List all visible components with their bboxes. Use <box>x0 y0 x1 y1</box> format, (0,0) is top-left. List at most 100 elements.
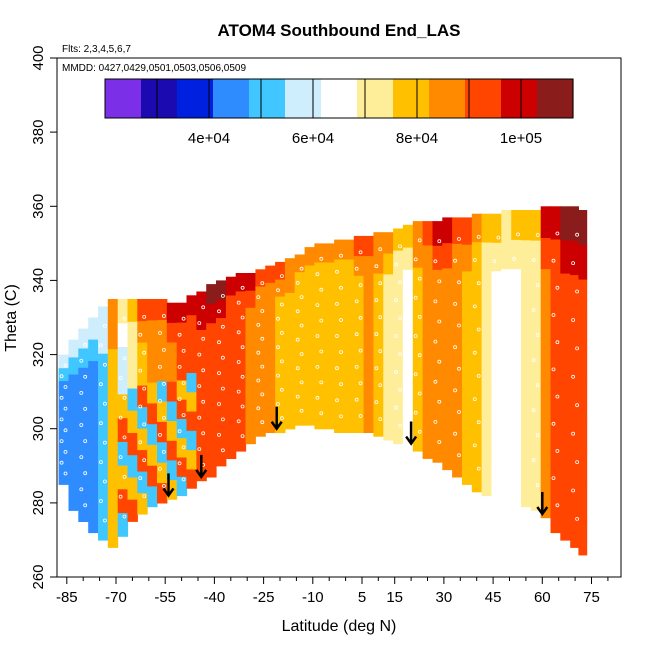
heatmap-cell <box>245 392 256 411</box>
sample-marker <box>220 293 225 298</box>
sample-marker <box>575 403 579 408</box>
heatmap-cell <box>294 271 306 290</box>
sample-marker <box>256 378 261 383</box>
colorbar-swatch <box>429 79 466 118</box>
heatmap-cell <box>166 361 178 382</box>
heatmap-cell <box>216 354 227 374</box>
heatmap-cell <box>481 467 492 497</box>
sample-marker <box>295 394 300 399</box>
heatmap-cell <box>225 440 237 459</box>
sample-marker <box>220 355 225 360</box>
heatmap-cell <box>481 298 492 327</box>
y-tick-label: 320 <box>30 342 47 367</box>
sample-marker <box>295 309 300 314</box>
tropopause-arrows <box>162 406 549 517</box>
heatmap-cell <box>560 206 571 241</box>
heatmap-cell <box>422 363 433 388</box>
sample-marker <box>142 314 147 319</box>
sample-marker <box>276 345 280 350</box>
heatmap-cell <box>511 473 522 504</box>
heatmap-cell <box>550 402 561 436</box>
heatmap-cell <box>196 291 207 311</box>
heatmap-cell <box>343 239 355 260</box>
sample-marker <box>496 378 501 383</box>
heatmap-cell <box>68 373 79 392</box>
arrow-head <box>405 435 418 446</box>
heatmap-cell <box>304 247 315 266</box>
sample-marker <box>575 460 579 465</box>
sample-marker <box>394 334 399 338</box>
heatmap-cell <box>294 390 306 409</box>
sample-marker <box>516 427 520 432</box>
heatmap-cell <box>412 221 424 245</box>
heatmap-cell <box>511 210 522 240</box>
y-tick-label: 300 <box>30 416 47 441</box>
colorbar-tick-label: 8e+04 <box>396 130 438 147</box>
heatmap-cell <box>127 387 138 411</box>
sample-marker <box>122 395 127 400</box>
heatmap-cell <box>393 250 404 273</box>
heatmap-cell <box>353 314 365 335</box>
heatmap-cell <box>275 330 286 348</box>
heatmap-cell <box>127 321 138 344</box>
sample-marker <box>575 346 579 351</box>
heatmap-cell <box>157 400 168 422</box>
heatmap-cell <box>245 358 256 376</box>
heatmap-cell <box>147 382 158 404</box>
sample-marker <box>59 395 64 400</box>
heatmap-cell <box>481 354 492 384</box>
heatmap-cell <box>186 410 197 431</box>
heatmap-cell <box>265 315 276 333</box>
heatmap-cell <box>402 336 414 359</box>
heatmap-cell <box>78 502 89 522</box>
heatmap-cell <box>304 336 315 355</box>
sample-marker <box>118 415 123 420</box>
sample-marker <box>531 308 536 313</box>
heatmap-cell <box>314 410 325 430</box>
colorbar-swatch <box>465 79 502 118</box>
sample-marker <box>138 476 143 481</box>
sample-markers <box>59 231 579 523</box>
heatmap-cell <box>560 373 571 408</box>
sample-marker <box>181 348 186 353</box>
sample-marker <box>492 354 497 359</box>
heatmap-cell <box>324 391 335 411</box>
sample-marker <box>555 340 560 345</box>
sample-marker <box>512 305 516 310</box>
heatmap-cell <box>117 370 129 395</box>
sample-marker <box>201 305 206 310</box>
heatmap-cell <box>166 381 178 402</box>
heatmap-cell <box>343 393 355 414</box>
sample-marker <box>433 299 438 304</box>
sample-marker <box>575 289 579 294</box>
heatmap-cell <box>540 455 552 488</box>
sample-marker <box>354 332 359 337</box>
sample-marker <box>79 423 84 427</box>
heatmap-cell <box>314 261 325 281</box>
sample-marker <box>472 443 477 448</box>
heatmap-cell <box>78 347 89 368</box>
sample-marker <box>220 448 225 453</box>
heatmap-cell <box>117 512 129 537</box>
heatmap-cell <box>511 297 522 328</box>
heatmap-cell <box>68 408 79 426</box>
heatmap-cell <box>560 506 571 541</box>
heatmap-cell <box>98 329 109 354</box>
sample-marker <box>512 256 516 261</box>
sample-marker <box>433 419 438 424</box>
heatmap-cell <box>245 426 256 445</box>
heatmap-cell <box>88 489 99 512</box>
heatmap-cell <box>314 336 325 356</box>
sample-marker <box>472 258 477 262</box>
y-axis: 260 280 300 320 340 360 380 400 <box>30 45 57 590</box>
sample-marker <box>437 359 442 364</box>
heatmap-cell <box>373 354 384 376</box>
heatmap-cell <box>147 340 158 362</box>
heatmap-cell <box>304 407 315 426</box>
heatmap-cell <box>570 445 579 480</box>
heatmap-cell <box>442 444 453 471</box>
heatmap-cell <box>88 382 99 405</box>
heatmap-cell <box>216 447 227 467</box>
heatmap-cell <box>511 239 522 270</box>
